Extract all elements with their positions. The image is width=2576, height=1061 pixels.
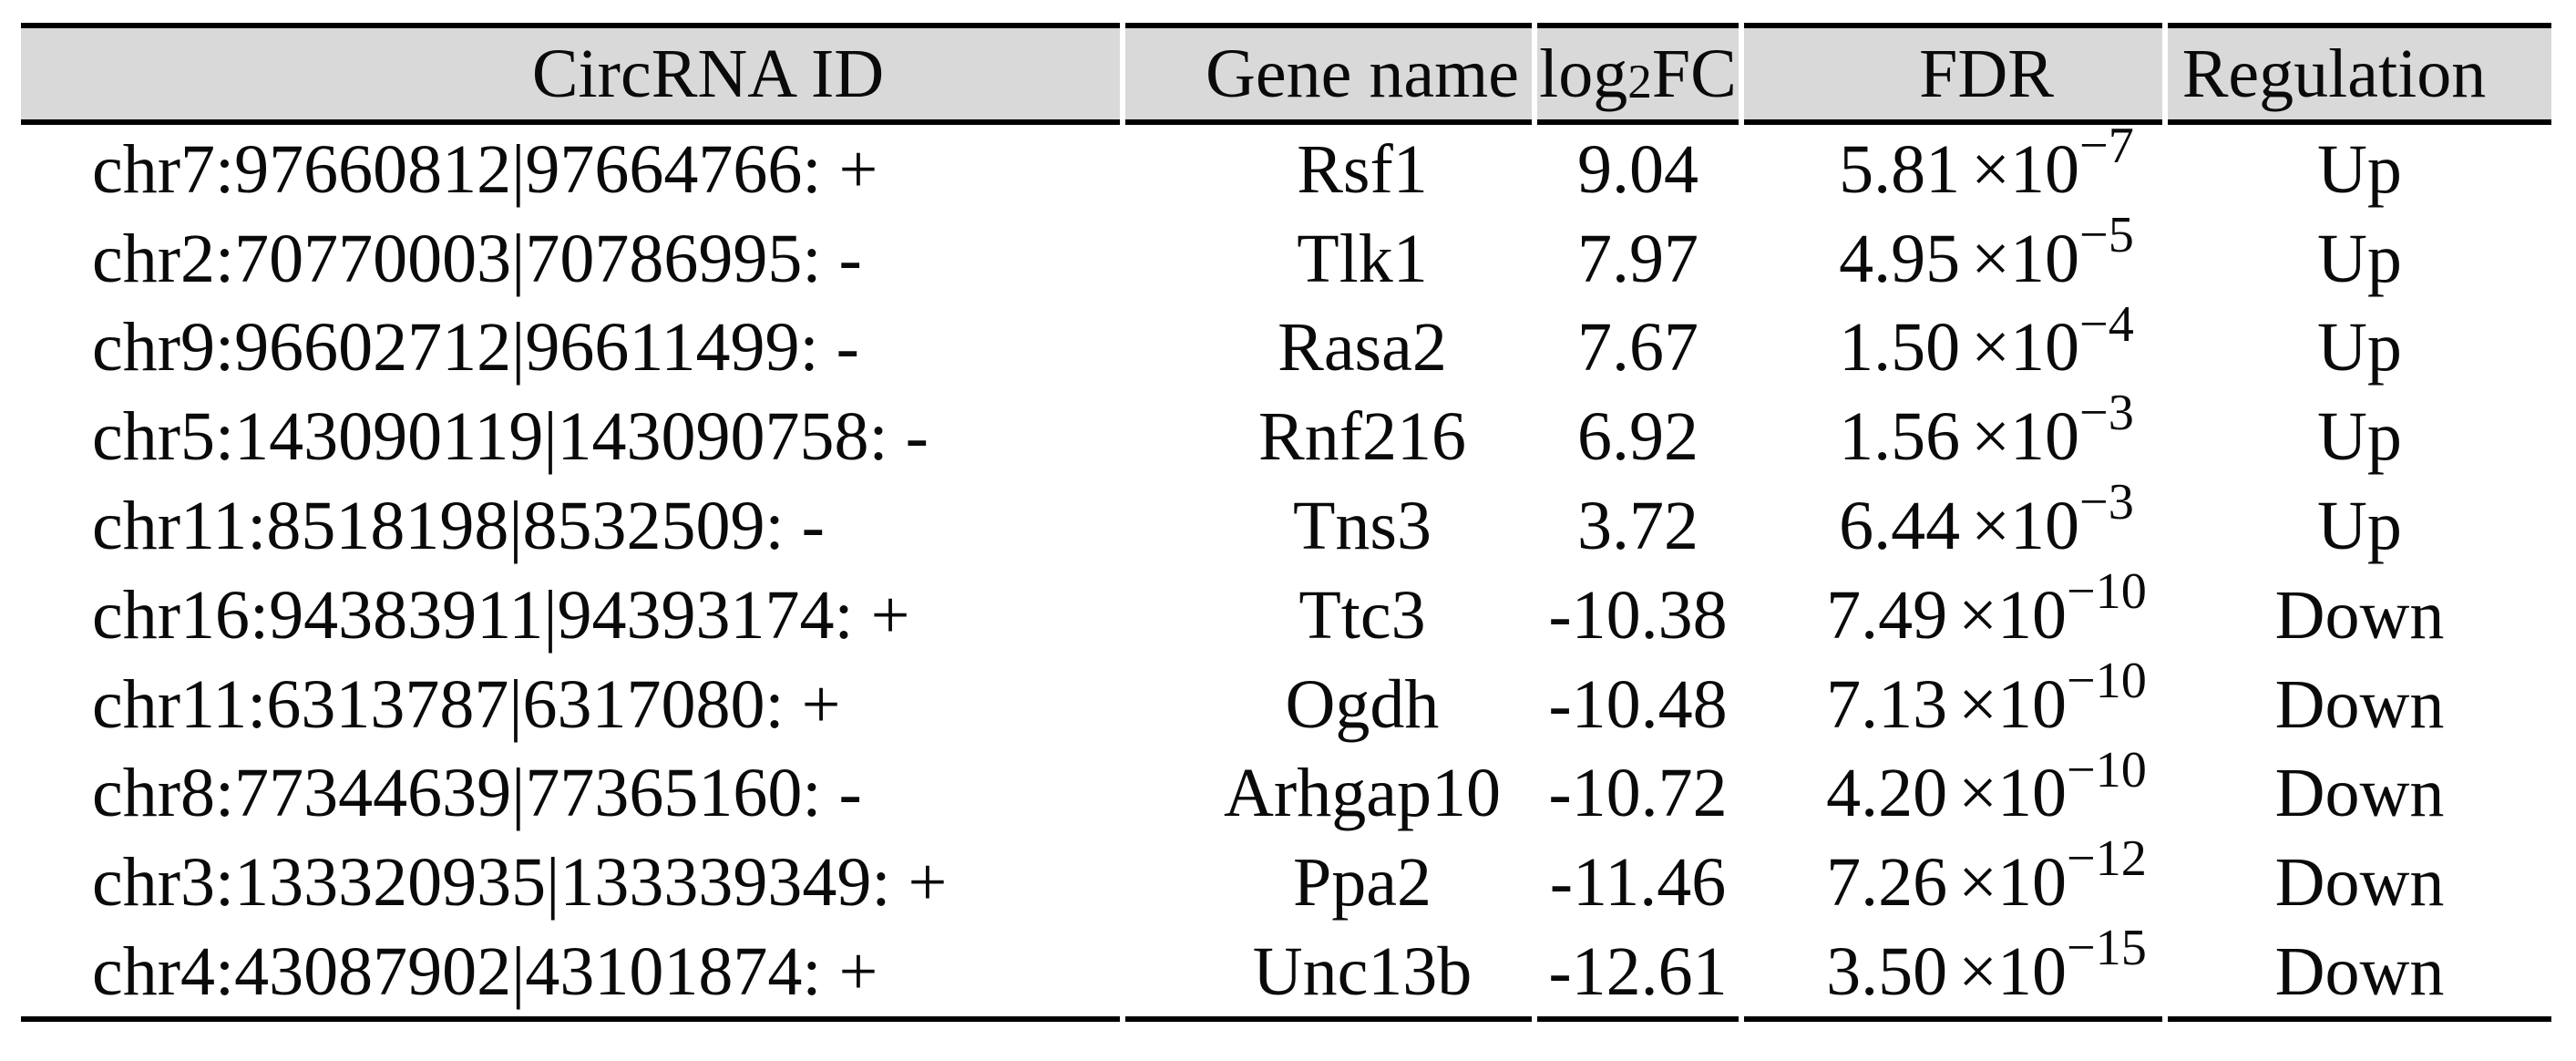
- table-bottom-rule-segment: [1744, 1015, 2162, 1022]
- cell-log2fc: 3.72: [1577, 488, 1699, 565]
- cell-regulation: Down: [2274, 933, 2445, 1011]
- log2fc-label-prefix: log: [1539, 36, 1628, 112]
- cell-circrna-id: chr5:143090119|143090758: -: [92, 398, 929, 476]
- cell-log2fc: 6.92: [1577, 398, 1699, 476]
- cell-regulation: Down: [2274, 576, 2445, 654]
- fdr-times-ten: ×10: [1958, 755, 2067, 832]
- cell-fdr: 7.49 ×10 −10: [1826, 563, 2147, 654]
- cell-gene-name: Tlk1: [1297, 220, 1428, 297]
- cell-regulation: Up: [2317, 220, 2402, 297]
- cell-regulation: Down: [2274, 665, 2445, 743]
- cell-circrna-id: chr4:43087902|43101874: +: [92, 933, 878, 1011]
- cell-circrna-id: chr9:96602712|96611499: -: [92, 309, 859, 386]
- column-header-gene-name: Gene name: [1125, 23, 1532, 125]
- cell-gene-name: Arhgap10: [1224, 755, 1501, 832]
- cell-fdr: 7.13 ×10 −10: [1826, 652, 2147, 743]
- fdr-times-ten: ×10: [1971, 220, 2080, 297]
- cell-log2fc: -12.61: [1548, 933, 1728, 1011]
- cell-regulation: Down: [2274, 755, 2445, 832]
- cell-circrna-id: chr7:97660812|97664766: +: [92, 130, 878, 208]
- cell-fdr: 5.81 ×10 −7: [1839, 118, 2134, 208]
- cell-fdr: 4.95 ×10 −5: [1839, 206, 2134, 297]
- cell-circrna-id: chr8:77344639|77365160: -: [92, 755, 862, 832]
- log2fc-label-suffix: FC: [1651, 36, 1737, 112]
- cell-circrna-id: chr2:70770003|70786995: -: [92, 220, 862, 297]
- fdr-mantissa: 4.95: [1839, 220, 1961, 297]
- cell-log2fc: -10.48: [1548, 665, 1728, 743]
- cell-log2fc: 7.67: [1577, 309, 1699, 386]
- cell-gene-name: Rasa2: [1278, 309, 1447, 386]
- fdr-mantissa: 3.50: [1826, 933, 1948, 1011]
- fdr-mantissa: 1.56: [1839, 398, 1961, 476]
- cell-gene-name: Rsf1: [1297, 130, 1428, 208]
- fdr-times-ten: ×10: [1958, 844, 2067, 922]
- fdr-times-ten: ×10: [1971, 398, 2080, 476]
- fdr-times-ten: ×10: [1971, 309, 2080, 386]
- fdr-mantissa: 7.26: [1826, 844, 1948, 922]
- cell-fdr: 1.50 ×10 −4: [1839, 295, 2134, 386]
- cell-gene-name: Rnf216: [1258, 398, 1466, 476]
- cell-regulation: Up: [2317, 488, 2402, 565]
- cell-fdr: 3.50 ×10 −15: [1826, 920, 2147, 1011]
- fdr-times-ten: ×10: [1971, 488, 2080, 565]
- fdr-times-ten: ×10: [1958, 576, 2067, 654]
- cell-log2fc: -10.72: [1548, 755, 1728, 832]
- fdr-times-ten: ×10: [1958, 665, 2067, 743]
- fdr-mantissa: 7.13: [1826, 665, 1948, 743]
- cell-circrna-id: chr3:133320935|133339349: +: [92, 844, 948, 922]
- cell-log2fc: -10.38: [1548, 576, 1728, 654]
- fdr-mantissa: 4.20: [1826, 755, 1948, 832]
- cell-gene-name: Ttc3: [1298, 576, 1426, 654]
- cell-gene-name: Ogdh: [1285, 665, 1440, 743]
- cell-circrna-id: chr11:8518198|8532509: -: [92, 488, 825, 565]
- cell-gene-name: Unc13b: [1252, 933, 1473, 1011]
- table-bottom-rule-segment: [1537, 1015, 1739, 1022]
- column-header-fdr: FDR: [1744, 23, 2162, 125]
- cell-circrna-id: chr16:94383911|94393174: +: [92, 576, 910, 654]
- cell-regulation: Up: [2317, 309, 2402, 386]
- cell-log2fc: 9.04: [1577, 130, 1699, 208]
- cell-fdr: 7.26 ×10 −12: [1826, 830, 2147, 922]
- cell-regulation: Up: [2317, 130, 2402, 208]
- circrna-table: CircRNA ID Gene name log 2 FC FDR Regulati…: [21, 23, 2551, 1022]
- cell-fdr: 6.44 ×10 −3: [1839, 474, 2134, 565]
- cell-gene-name: Tns3: [1293, 488, 1432, 565]
- cell-regulation: Up: [2317, 398, 2402, 476]
- fdr-mantissa: 6.44: [1839, 488, 1961, 565]
- fdr-mantissa: 1.50: [1839, 309, 1961, 386]
- cell-fdr: 4.20 ×10 −10: [1826, 741, 2147, 832]
- table-bottom-rule-segment: [1125, 1015, 1532, 1022]
- column-header-log2fc: log 2 FC: [1537, 23, 1739, 125]
- column-header-circrna-id: CircRNA ID: [21, 23, 1120, 125]
- table-bottom-rule-segment: [2168, 1015, 2551, 1022]
- fdr-mantissa: 5.81: [1839, 130, 1961, 208]
- cell-gene-name: Ppa2: [1293, 844, 1432, 922]
- cell-log2fc: 7.97: [1577, 220, 1699, 297]
- cell-regulation: Down: [2274, 844, 2445, 922]
- cell-log2fc: -11.46: [1549, 844, 1727, 922]
- fdr-times-ten: ×10: [1971, 130, 2080, 208]
- fdr-mantissa: 7.49: [1826, 576, 1948, 654]
- table-bottom-rule-segment: [21, 1015, 1120, 1022]
- column-header-regulation: Regulation: [2168, 23, 2551, 125]
- cell-circrna-id: chr11:6313787|6317080: +: [92, 665, 841, 743]
- fdr-times-ten: ×10: [1958, 933, 2067, 1011]
- cell-fdr: 1.56 ×10 −3: [1839, 385, 2134, 476]
